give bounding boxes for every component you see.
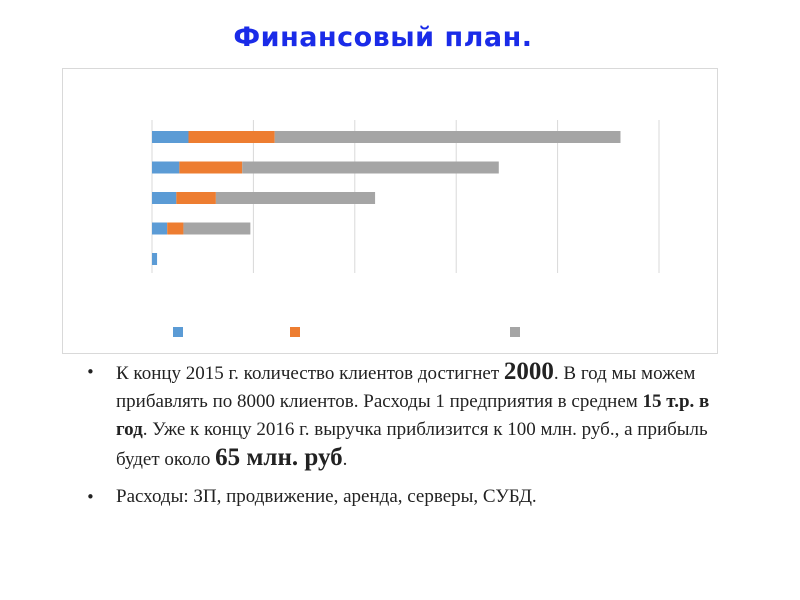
bullet-list: • К концу 2015 г. количество клиентов до… [86,358,726,520]
bar-segment-row2-series3 [242,161,499,174]
bar-segment-row3-series3 [215,192,376,204]
bullet-marker: • [86,488,95,506]
bullet-item-1: • К концу 2015 г. количество клиентов до… [86,358,726,474]
bullet-1-profit-value: 65 млн. руб [215,444,343,471]
bullet-item-2: • Расходы: ЗП, продвижение, аренда, серв… [86,483,726,511]
bar-segment-row5-series1 [152,253,158,265]
legend-swatch-series1 [173,327,183,337]
legend-swatch-series3 [510,327,520,337]
bullet-1-text-a: К концу 2015 г. количество клиентов дост… [116,363,504,384]
bar-segment-row1-series3 [274,131,621,143]
bullet-1-text-c: . Уже к концу 2016 г. выручка приблизитс… [116,419,708,470]
bar-segment-row4-series3 [183,222,251,235]
bar-segment-row4-series1 [152,222,168,235]
bullet-1-cost-value: 15 т.р. в год [116,391,710,440]
bullet-1-clients-value: 2000 [503,358,554,385]
bullet-2-text: Расходы: ЗП, продвижение, аренда, сервер… [116,486,537,507]
slide-title: Финансовый план. [233,22,533,53]
bar-segment-row1-series2 [188,131,275,143]
chart-frame [62,68,718,354]
bar-segment-row1-series1 [152,131,189,143]
chart-legend [173,327,520,337]
legend-swatch-series2 [290,327,300,337]
bullet-1-text-d: . [342,449,348,470]
bullet-marker: • [86,363,95,381]
bar-segment-row2-series1 [152,161,180,174]
bar-segment-row3-series2 [176,192,216,204]
bullet-1-text-b: . В год мы можем прибавлять по 8000 клие… [116,363,696,412]
bar-segment-row2-series2 [179,161,243,174]
bar-segment-row3-series1 [152,192,177,204]
stacked-bar-chart [62,68,718,354]
bar-segment-row4-series2 [167,222,184,235]
chart-bars [152,131,621,265]
chart-svg [62,68,718,354]
